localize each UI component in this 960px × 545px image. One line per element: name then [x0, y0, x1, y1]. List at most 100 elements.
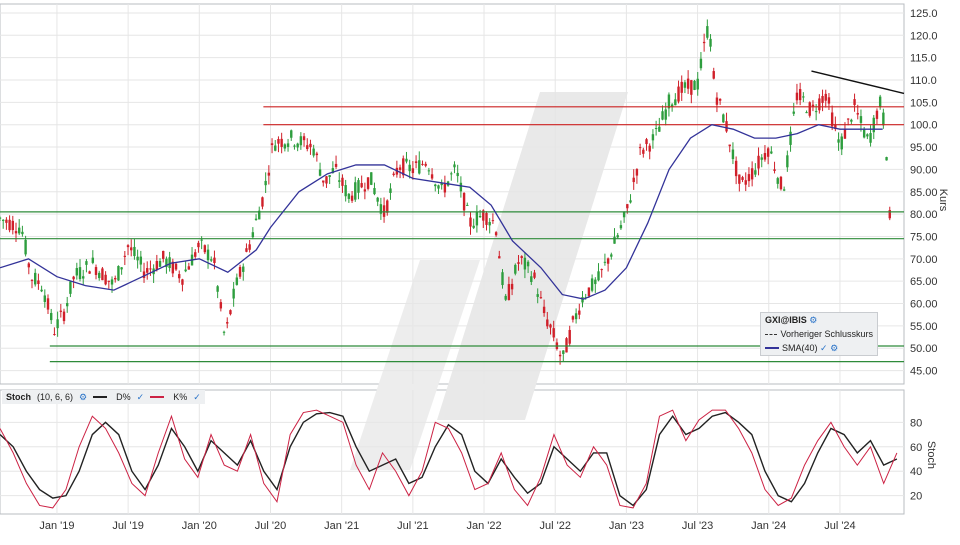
candle-body	[866, 134, 869, 137]
candle-body	[862, 129, 866, 138]
candle-body	[350, 195, 354, 201]
candle-body	[30, 279, 34, 281]
x-tick-label: Jul '21	[397, 520, 428, 532]
candle-body	[693, 80, 696, 90]
candle-body	[562, 350, 565, 354]
candle-body	[293, 145, 296, 147]
candle-body	[738, 174, 741, 184]
candle-body	[642, 149, 645, 154]
candle-body	[459, 182, 463, 192]
candle-body	[533, 272, 536, 278]
candle-body	[254, 218, 258, 220]
candle-body	[133, 246, 136, 257]
candle-body	[62, 311, 66, 322]
x-tick-label: Jan '23	[609, 520, 644, 532]
candle-body	[43, 295, 47, 302]
candle-body	[408, 164, 411, 172]
candle-body	[110, 279, 114, 285]
settings-icon[interactable]: ⚙	[827, 342, 839, 353]
candle-body	[75, 268, 79, 276]
candle-body	[437, 185, 440, 189]
candle-body	[581, 297, 584, 303]
candle-body	[210, 259, 213, 261]
candle-body	[226, 322, 229, 324]
legend-label-k: K%	[173, 392, 188, 402]
candle-body	[734, 160, 738, 177]
candle-body	[309, 143, 312, 148]
checkmark-icon[interactable]: ✓	[193, 391, 201, 402]
candle-body	[766, 148, 770, 157]
candle-body	[270, 143, 274, 146]
candle-body	[14, 231, 18, 234]
candle-body	[603, 261, 607, 263]
candle-body	[421, 163, 424, 165]
checkmark-icon[interactable]: ✓	[817, 342, 828, 353]
candle-body	[741, 177, 744, 180]
candle-body	[520, 256, 523, 258]
candle-body	[139, 256, 143, 265]
candle-body	[667, 94, 671, 109]
candle-body	[306, 145, 309, 150]
candle-body	[94, 267, 98, 275]
candle-body	[158, 261, 162, 267]
candle-body	[830, 112, 834, 127]
candle-body	[805, 112, 808, 114]
candle-body	[382, 205, 386, 217]
candle-body	[629, 200, 632, 203]
checkmark-icon[interactable]: ✓	[136, 391, 145, 402]
candle-body	[363, 189, 367, 192]
candle-body	[690, 80, 693, 95]
candle-body	[494, 232, 498, 236]
candle-body	[670, 104, 674, 108]
candle-body	[341, 177, 344, 186]
candle-body	[331, 168, 335, 173]
candle-body	[606, 258, 610, 264]
candle-body	[722, 114, 725, 123]
candle-body	[443, 183, 447, 193]
candle-body	[2, 219, 5, 221]
candle-body	[440, 183, 443, 186]
candle-body	[27, 263, 31, 268]
candle-body	[229, 310, 232, 315]
candle-body	[194, 252, 197, 257]
settings-icon[interactable]: ⚙	[79, 391, 88, 402]
candle-body	[718, 98, 722, 101]
candle-body	[18, 227, 21, 234]
candle-body	[549, 324, 552, 328]
y-tick-label: 90.00	[910, 164, 938, 176]
candle-body	[66, 303, 69, 307]
candle-body	[882, 112, 885, 126]
candle-body	[792, 111, 795, 114]
candle-body	[261, 197, 264, 207]
legend-label-sma: SMA(40)	[782, 343, 818, 353]
candle-body	[725, 121, 728, 132]
candle-body	[146, 268, 149, 273]
candle-body	[510, 283, 514, 290]
y-axis-label: Stoch	[925, 441, 937, 469]
candle-body	[162, 250, 165, 259]
candle-body	[856, 113, 859, 115]
candle-body	[728, 144, 731, 147]
candle-body	[427, 170, 431, 172]
candle-body	[274, 145, 277, 151]
candle-body	[846, 118, 850, 120]
x-tick-label: Jan '24	[751, 520, 786, 532]
candle-body	[773, 169, 776, 171]
candle-body	[619, 225, 623, 229]
candle-body	[635, 169, 639, 176]
candle-body	[498, 256, 501, 259]
candle-body	[754, 170, 757, 175]
d-line-icon	[93, 396, 108, 398]
candle-body	[654, 128, 658, 130]
stoch-params: (10, 6, 6)	[37, 392, 74, 402]
candle-body	[811, 104, 815, 107]
candle-body	[539, 297, 543, 299]
candle-body	[222, 331, 226, 333]
settings-icon[interactable]: ⚙	[806, 314, 818, 325]
legend-item-sma: SMA(40) ✓ ⚙	[761, 341, 877, 355]
candle-body	[114, 278, 117, 280]
candle-body	[181, 279, 184, 285]
candle-body	[238, 267, 242, 277]
candle-body	[478, 215, 482, 218]
candle-body	[523, 257, 527, 270]
